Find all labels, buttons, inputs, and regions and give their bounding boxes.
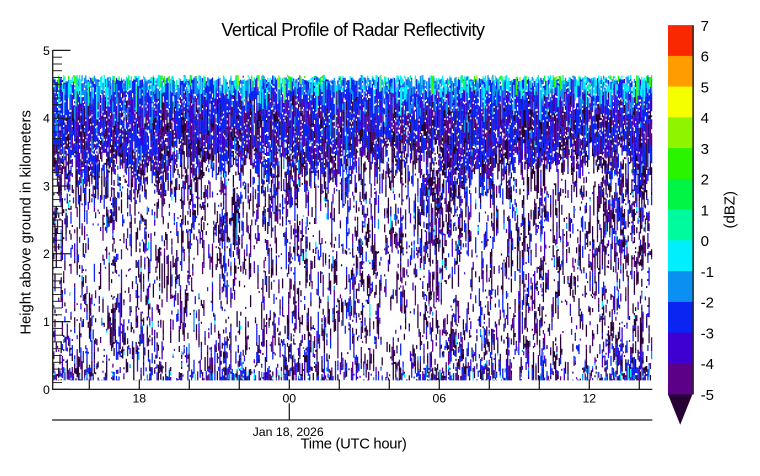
svg-text:Height above ground in kilomet: Height above ground in kilometers [19,110,35,335]
svg-text:00: 00 [282,392,296,406]
svg-text:-2: -2 [701,295,714,312]
svg-text:0: 0 [701,233,709,250]
svg-text:2: 2 [43,247,50,261]
svg-text:(dBZ): (dBZ) [722,191,739,229]
svg-text:12: 12 [582,392,596,406]
svg-text:-3: -3 [701,325,714,342]
svg-text:Vertical Profile of Radar Refl: Vertical Profile of Radar Reflectivity [221,20,486,40]
svg-text:1: 1 [43,315,50,329]
svg-text:4: 4 [43,112,50,126]
svg-text:7: 7 [701,18,709,35]
svg-text:6: 6 [701,49,709,66]
svg-text:-4: -4 [701,356,714,373]
svg-text:4: 4 [701,110,709,127]
svg-text:-5: -5 [701,387,714,404]
svg-text:5: 5 [701,79,709,96]
svg-text:06: 06 [432,392,446,406]
svg-text:Jan 18, 2026: Jan 18, 2026 [253,425,324,439]
svg-text:5: 5 [43,44,50,58]
svg-text:0: 0 [43,383,50,397]
svg-text:3: 3 [43,179,50,193]
svg-text:18: 18 [132,392,146,406]
svg-text:3: 3 [701,141,709,158]
svg-text:1: 1 [701,202,709,219]
svg-text:-1: -1 [701,264,714,281]
svg-text:Time (UTC hour): Time (UTC hour) [301,436,407,452]
svg-text:2: 2 [701,172,709,189]
